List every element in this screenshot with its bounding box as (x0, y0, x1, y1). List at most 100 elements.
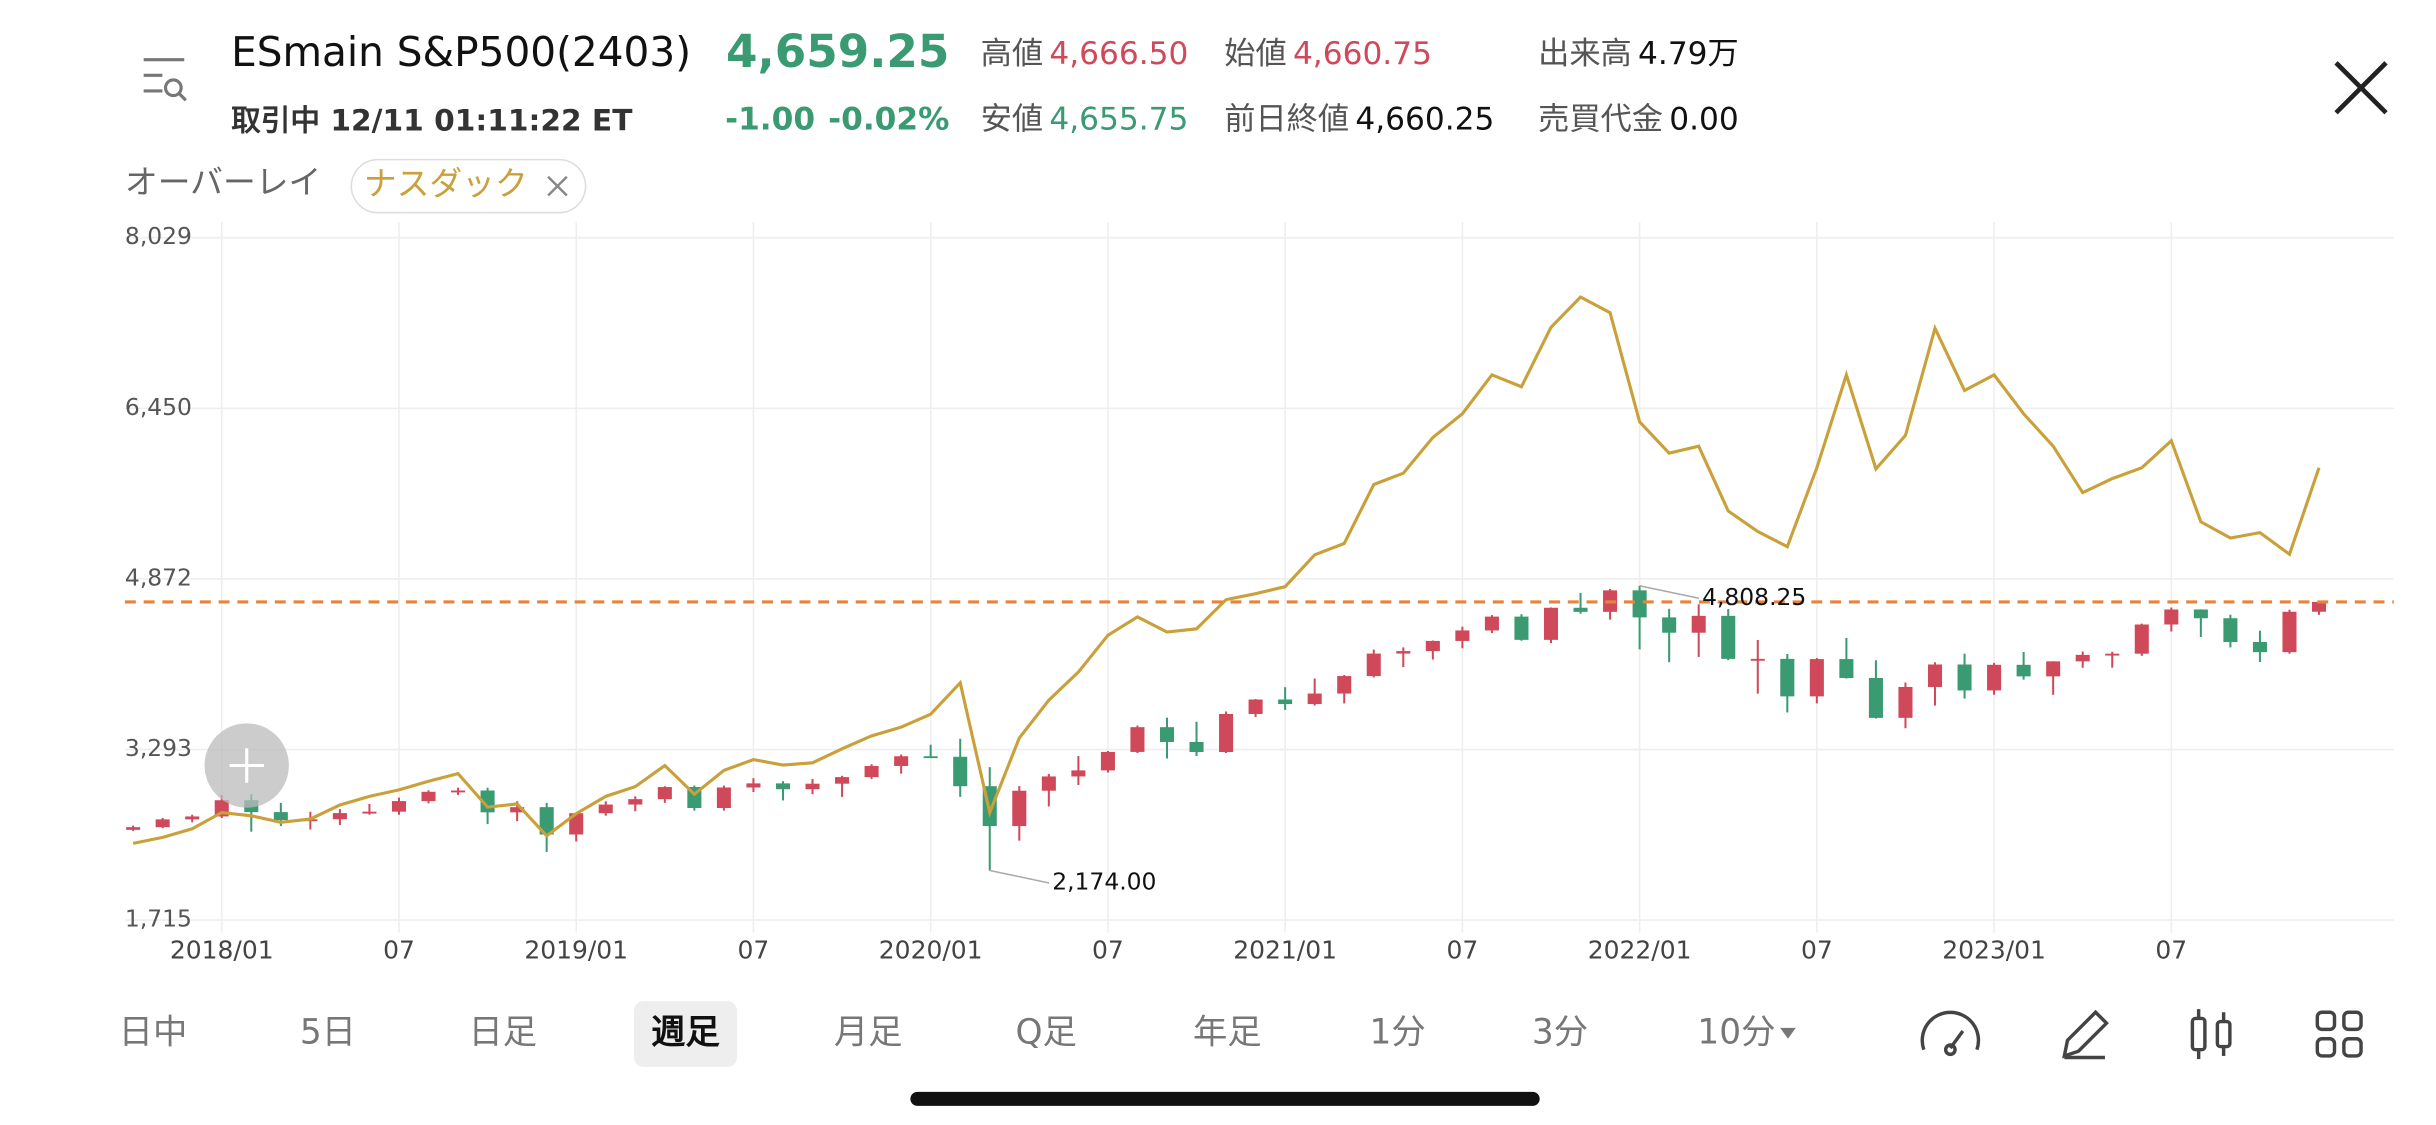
period-tab[interactable]: 年足 (1193, 1013, 1262, 1053)
period-tab[interactable]: 週足 (651, 1013, 720, 1053)
add-button[interactable] (204, 723, 289, 808)
candle-body (1219, 713, 1234, 753)
grid-icon[interactable] (2315, 1010, 2363, 1058)
candle-body (2075, 654, 2090, 662)
period-tab[interactable]: 1分 (1369, 1013, 1425, 1053)
candle-body (421, 791, 436, 802)
overlay-name: ナスダック (364, 165, 528, 203)
x-tick-label: 07 (2155, 935, 2187, 964)
stat-value: 0.00 (1669, 102, 1739, 138)
candle-body (1100, 751, 1115, 771)
indicator-icon[interactable] (1920, 1010, 1981, 1057)
home-indicator (910, 1091, 1540, 1106)
candle-body (1484, 616, 1499, 631)
stat-value: 4,660.25 (1355, 102, 1494, 138)
status: 取引中 12/11 01:11:22 ET (231, 103, 633, 138)
candle-icon[interactable] (2190, 1009, 2232, 1060)
candle-body (1809, 659, 1824, 697)
stat-label: 売買代金 (1538, 102, 1663, 138)
stat-value: 4,666.50 (1049, 36, 1188, 72)
overlay-line (132, 295, 2321, 845)
overlay-label: オーバーレイ (125, 164, 321, 202)
candle-body (1662, 617, 1677, 633)
candle-body (1573, 607, 1588, 612)
stat-value: 4,660.75 (1293, 36, 1432, 72)
annotation-leader (1639, 585, 1700, 600)
candle-body (1396, 651, 1411, 654)
candle-body (1189, 741, 1204, 753)
stat: 高値 4,666.50 (981, 36, 1189, 72)
stat: 始値 4,660.75 (1224, 36, 1432, 72)
period-tab[interactable]: 3分 (1532, 1013, 1588, 1053)
stat: 出来高 4.79万 (1538, 36, 1739, 72)
candle-body (716, 787, 731, 809)
stat-label: 安値 (981, 102, 1043, 138)
candle-body (185, 816, 200, 820)
stat-value: 4,655.75 (1049, 102, 1188, 138)
candle-body (539, 807, 554, 835)
candle-body (1425, 640, 1440, 652)
plot: 1,715 3,293 4,872 6,450 8,029 2018/01 07 2019/0… (124, 222, 2394, 964)
toolbar-icons (1920, 1009, 2363, 1060)
stat: 売買代金 0.00 (1538, 102, 1739, 138)
candle-body (805, 783, 820, 790)
candle-body (1868, 678, 1883, 718)
candle-body (362, 811, 377, 814)
candle-body (1898, 686, 1913, 718)
candle-body (864, 765, 879, 778)
candle-body (746, 783, 761, 788)
candle-body (1691, 615, 1706, 633)
candle-body (2252, 642, 2267, 653)
x-tick-label: 2019/01 (524, 935, 628, 964)
candle-body (1750, 658, 1765, 661)
candle-body (2046, 661, 2061, 677)
close-button[interactable] (2334, 61, 2388, 115)
candle-body (1366, 653, 1381, 677)
x-tick-label: 07 (738, 935, 770, 964)
y-tick-label: 8,029 (125, 222, 192, 250)
menu-icon[interactable] (143, 58, 187, 102)
x-tick-label: 07 (383, 935, 415, 964)
period-tab[interactable]: 日中 (119, 1013, 188, 1053)
draw-icon[interactable] (2062, 1009, 2109, 1060)
candle-body (835, 777, 850, 784)
y-tick-label: 6,450 (125, 393, 192, 421)
candle-body (1307, 693, 1322, 705)
stat-label: 始値 (1224, 36, 1286, 72)
x-tick-label: 2022/01 (1588, 935, 1692, 964)
x-tick-label: 2018/01 (170, 935, 274, 964)
candle-body (1987, 664, 2002, 691)
candle-body (1957, 664, 1972, 691)
candle-body (1632, 590, 1647, 618)
period-tab[interactable]: 10分 (1697, 1013, 1775, 1053)
period-tab[interactable]: 月足 (834, 1013, 903, 1053)
dropdown-arrow (1780, 1027, 1796, 1039)
candle-body (451, 790, 466, 793)
stat-label: 前日終値 (1224, 102, 1349, 138)
candle-body (628, 799, 643, 805)
candle-body (1780, 658, 1795, 697)
candle-body (894, 756, 909, 766)
candle-body (953, 756, 968, 787)
candle-body (2134, 624, 2149, 654)
y-tick-label: 3,293 (125, 734, 192, 762)
candle-body (1012, 790, 1027, 827)
overlay-chip[interactable]: ナスダック (350, 158, 587, 214)
x-tick-label: 07 (1801, 935, 1833, 964)
period-tab[interactable]: Q足 (1016, 1013, 1077, 1053)
period-tab[interactable]: 5日 (300, 1013, 356, 1053)
x-tick-label: 07 (1092, 935, 1124, 964)
y-tick-label: 1,715 (125, 905, 192, 933)
candle-body (775, 783, 791, 790)
selected-period-bg (633, 1001, 738, 1067)
period-tab[interactable]: 日足 (468, 1013, 537, 1053)
candle-body (1927, 664, 1943, 687)
change-percent: -0.02% (828, 102, 949, 138)
x-tick-label: 07 (1446, 935, 1478, 964)
candle-body (1337, 676, 1352, 694)
toolbar: 日中 5日 日足 週足 月足 Q足 年足 1分 3分 10分 (119, 1001, 1796, 1067)
x-tick-label: 2023/01 (1942, 935, 2046, 964)
price: 4,659.25 (726, 25, 949, 78)
